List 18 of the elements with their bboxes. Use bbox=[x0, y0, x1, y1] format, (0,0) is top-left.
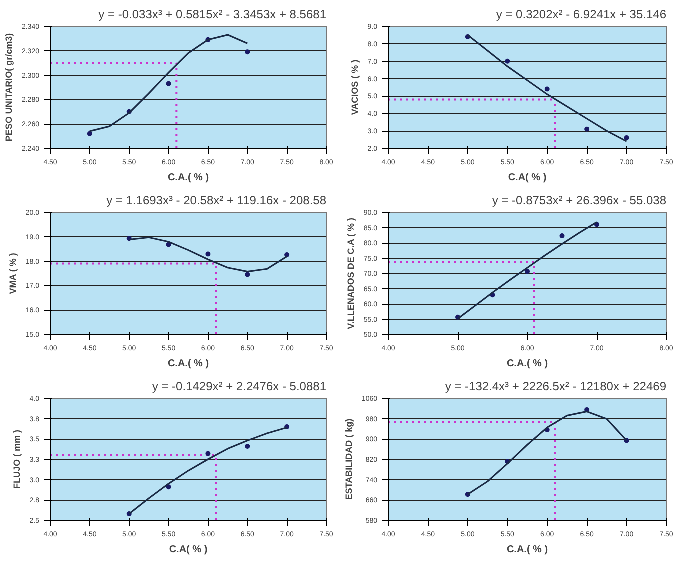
y-axis-title: ESTABILIDAD ( kg) bbox=[344, 418, 354, 500]
chart-title: y = -132.4x³ + 2226.5x² - 12180x + 22469 bbox=[445, 380, 667, 394]
chart-title: y = 1.1693x³ - 20.58x² + 119.16x - 208.58 bbox=[106, 194, 327, 208]
x-axis-title: C.A.( % ) bbox=[506, 358, 548, 370]
x-axis-title: C.A( % ) bbox=[508, 172, 547, 184]
y-axis-title: VACIOS ( % ) bbox=[350, 60, 360, 116]
x-axis-title: C.A.( % ) bbox=[168, 358, 210, 370]
chart-title: y = -0.8753x² + 26.396x - 55.038 bbox=[492, 194, 667, 208]
y-axis-title: FLUJO ( mm ) bbox=[12, 430, 22, 489]
x-axis-title: C.A.( % ) bbox=[506, 544, 548, 556]
chart-title: y = -0.033x³ + 0.5815x² - 3.3453x + 8.5681 bbox=[98, 8, 327, 22]
y-axis-title: V.LLENADOS DE C.A ( % ) bbox=[346, 218, 356, 330]
chart-title: y = -0.1429x² + 2.2476x - 5.0881 bbox=[152, 380, 327, 394]
x-axis-title: C.A( % ) bbox=[169, 544, 208, 556]
x-axis-title: C.A.( % ) bbox=[168, 172, 210, 184]
y-axis-title: VMA ( % ) bbox=[8, 253, 18, 294]
chart-title: y = 0.3202x² - 6.9241x + 35.146 bbox=[496, 8, 667, 22]
y-axis-title: PESO UNITARIO( gr/cm3) bbox=[4, 33, 14, 142]
